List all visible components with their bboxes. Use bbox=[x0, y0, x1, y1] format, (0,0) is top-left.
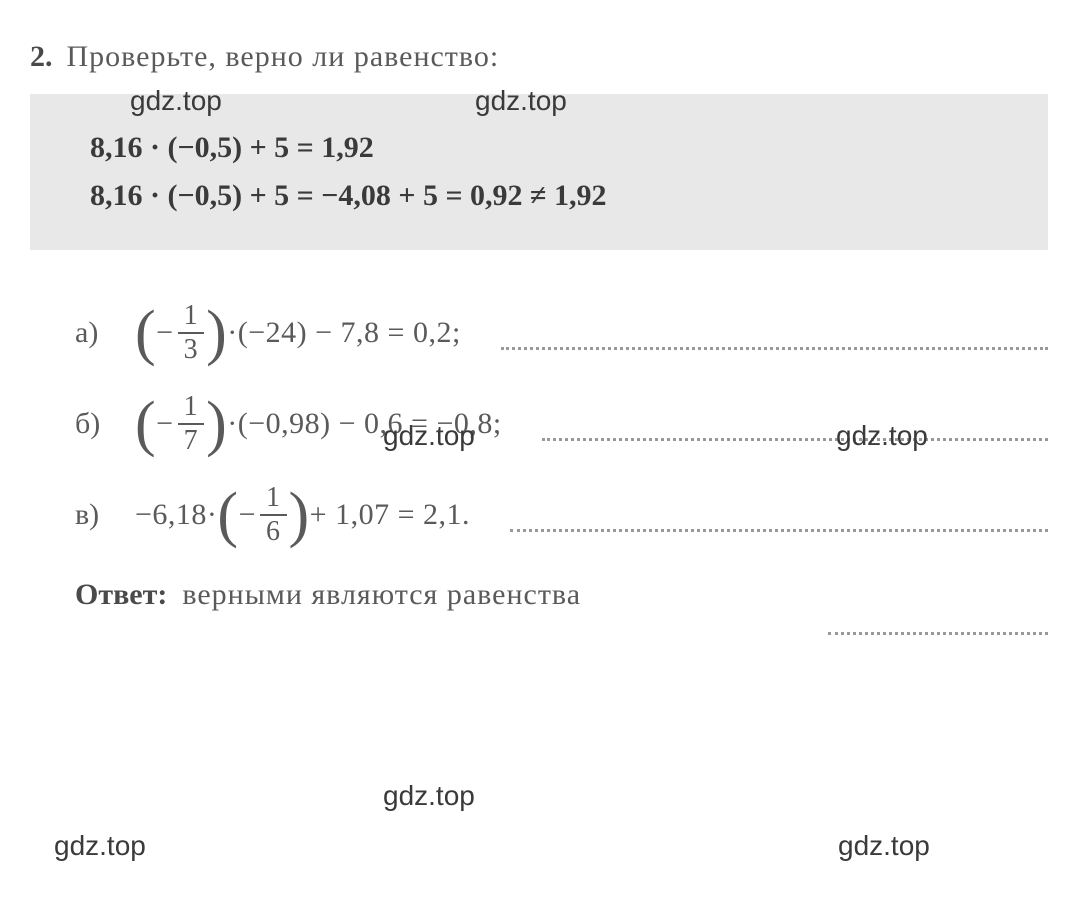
sub-label: в) bbox=[75, 498, 120, 532]
fraction-denominator: 6 bbox=[260, 516, 287, 548]
example-box: 8,16 · (−0,5) + 5 = 1,92 8,16 · (−0,5) +… bbox=[30, 94, 1048, 250]
fraction-group: ( − 1 7 ) bbox=[135, 391, 227, 457]
watermark-text: gdz.top bbox=[383, 420, 475, 452]
paren-left-icon: ( bbox=[135, 393, 156, 455]
fraction-group: ( − 1 3 ) bbox=[135, 300, 227, 366]
answer-row: Ответ: верными являются равенства bbox=[30, 578, 1048, 612]
watermark-text: gdz.top bbox=[383, 780, 475, 812]
expression: ( − 1 3 ) ·(−24) − 7,8 = 0,2; bbox=[135, 300, 461, 366]
fraction: 1 7 bbox=[178, 391, 205, 457]
expression-pre: −6,18· bbox=[135, 498, 217, 532]
watermark-text: gdz.top bbox=[836, 420, 928, 452]
expression-rest: + 1,07 = 2,1. bbox=[310, 498, 470, 532]
subproblem-a: а) ( − 1 3 ) ·(−24) − 7,8 = 0,2; bbox=[30, 300, 1048, 366]
subproblem-v: в) −6,18· ( − 1 6 ) + 1,07 = 2,1. bbox=[30, 482, 1048, 548]
watermark-text: gdz.top bbox=[130, 85, 222, 117]
sub-label: б) bbox=[75, 407, 120, 441]
dotted-line bbox=[828, 632, 1048, 635]
expression-rest: ·(−24) − 7,8 = 0,2; bbox=[227, 316, 461, 350]
problem-heading: Проверьте, верно ли равенство: bbox=[67, 40, 500, 73]
example-line-2: 8,16 · (−0,5) + 5 = −4,08 + 5 = 0,92 ≠ 1… bbox=[90, 172, 988, 220]
dotted-line bbox=[510, 529, 1048, 532]
fraction: 1 3 bbox=[178, 300, 205, 366]
problem-number: 2. bbox=[30, 40, 53, 74]
paren-right-icon: ) bbox=[206, 302, 227, 364]
watermark-text: gdz.top bbox=[838, 830, 930, 862]
fraction-group: ( − 1 6 ) bbox=[217, 482, 309, 548]
watermark-text: gdz.top bbox=[475, 85, 567, 117]
fraction: 1 6 bbox=[260, 482, 287, 548]
answer-text: верными являются равенства bbox=[182, 578, 581, 612]
minus-icon: − bbox=[156, 407, 173, 441]
paren-left-icon: ( bbox=[217, 484, 238, 546]
dotted-line bbox=[542, 438, 1048, 441]
paren-left-icon: ( bbox=[135, 302, 156, 364]
fraction-denominator: 7 bbox=[178, 425, 205, 457]
fraction-numerator: 1 bbox=[178, 391, 205, 423]
answer-label: Ответ: bbox=[75, 578, 167, 612]
sub-label: а) bbox=[75, 316, 120, 350]
paren-right-icon: ) bbox=[206, 393, 227, 455]
dotted-line bbox=[501, 347, 1048, 350]
paren-right-icon: ) bbox=[289, 484, 310, 546]
problem-header: 2. Проверьте, верно ли равенство: bbox=[30, 40, 1048, 74]
expression: −6,18· ( − 1 6 ) + 1,07 = 2,1. bbox=[135, 482, 470, 548]
fraction-numerator: 1 bbox=[260, 482, 287, 514]
minus-icon: − bbox=[156, 316, 173, 350]
watermark-text: gdz.top bbox=[54, 830, 146, 862]
minus-icon: − bbox=[239, 498, 256, 532]
fraction-numerator: 1 bbox=[178, 300, 205, 332]
fraction-denominator: 3 bbox=[178, 334, 205, 366]
example-line-1: 8,16 · (−0,5) + 5 = 1,92 bbox=[90, 124, 988, 172]
